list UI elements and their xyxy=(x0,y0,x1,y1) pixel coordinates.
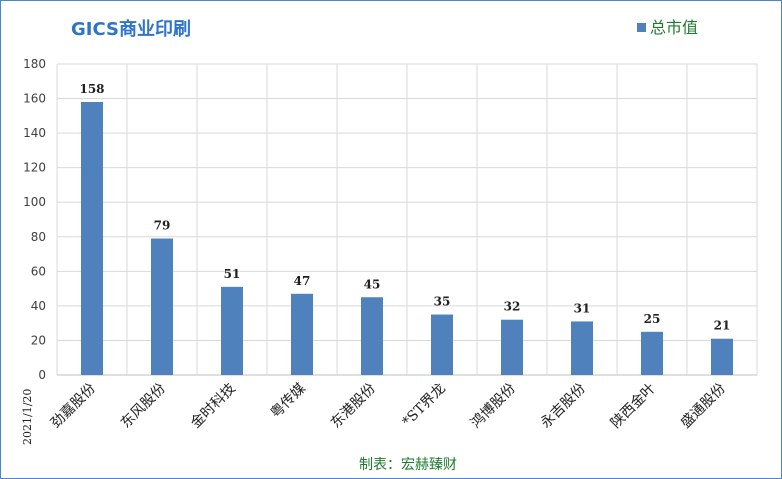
y-tick-label: 120 xyxy=(23,161,46,175)
bar-4 xyxy=(291,293,313,375)
x-axis: 劲嘉股份 东风股份 金时科技 粤传媒 东港股份 *ST界龙 鸿博股份 永吉股份 陕西金叶 盛通股份 xyxy=(48,380,729,432)
y-axis: 0 20 40 60 80 100 120 140 160 180 xyxy=(23,57,46,382)
data-label-10: 21 xyxy=(714,319,731,333)
date-label: 2021/1/20 xyxy=(21,389,34,445)
y-tick-label: 100 xyxy=(23,195,46,209)
y-tick-label: 20 xyxy=(31,333,46,347)
x-tick-label-9: 陕西金叶 xyxy=(608,381,659,432)
x-tick-label-5: 东港股份 xyxy=(328,381,379,432)
x-tick-label-4: 粤传媒 xyxy=(268,381,309,422)
chart-title: GICS商业印刷 xyxy=(71,18,191,40)
x-tick-label-7: 鸿博股份 xyxy=(467,380,519,432)
x-tick-label-6: *ST界龙 xyxy=(399,381,448,430)
y-tick-label: 140 xyxy=(23,126,46,140)
data-label-2: 79 xyxy=(154,219,171,233)
gridlines xyxy=(56,63,758,376)
bar-6 xyxy=(431,314,453,375)
legend-label: 总市值 xyxy=(650,18,698,37)
data-label-3: 51 xyxy=(224,267,241,281)
legend: 总市值 xyxy=(637,18,698,37)
x-tick-label-1: 劲嘉股份 xyxy=(48,381,99,432)
data-label-5: 45 xyxy=(364,277,381,291)
data-label-1: 158 xyxy=(79,82,104,96)
data-label-6: 35 xyxy=(434,295,451,309)
data-label-8: 31 xyxy=(574,301,591,315)
data-label-4: 47 xyxy=(294,274,311,288)
data-label-9: 25 xyxy=(644,312,661,326)
x-tick-label-10: 盛通股份 xyxy=(678,381,729,432)
bar-8 xyxy=(571,321,593,375)
data-labels: 158 79 51 47 45 35 32 31 25 21 xyxy=(79,82,730,333)
y-tick-label: 60 xyxy=(31,264,46,278)
y-tick-label: 80 xyxy=(31,230,46,244)
data-label-7: 32 xyxy=(504,300,521,314)
y-tick-label: 0 xyxy=(38,368,46,382)
y-tick-label: 160 xyxy=(23,92,46,106)
bar-7 xyxy=(501,319,523,375)
bar-10 xyxy=(711,338,733,375)
y-tick-label: 180 xyxy=(23,57,46,71)
bar-9 xyxy=(641,331,663,375)
source-note: 制表：宏赫臻财 xyxy=(359,457,457,473)
x-tick-label-8: 永吉股份 xyxy=(538,381,589,432)
legend-swatch xyxy=(637,23,646,32)
x-tick-label-2: 东风股份 xyxy=(118,381,169,432)
bar-1 xyxy=(81,102,103,375)
bars xyxy=(81,102,733,375)
bar-5 xyxy=(361,297,383,375)
bar-2 xyxy=(151,238,173,375)
bar-3 xyxy=(221,286,243,375)
x-tick-label-3: 金时科技 xyxy=(188,381,239,432)
y-tick-label: 40 xyxy=(31,299,46,313)
